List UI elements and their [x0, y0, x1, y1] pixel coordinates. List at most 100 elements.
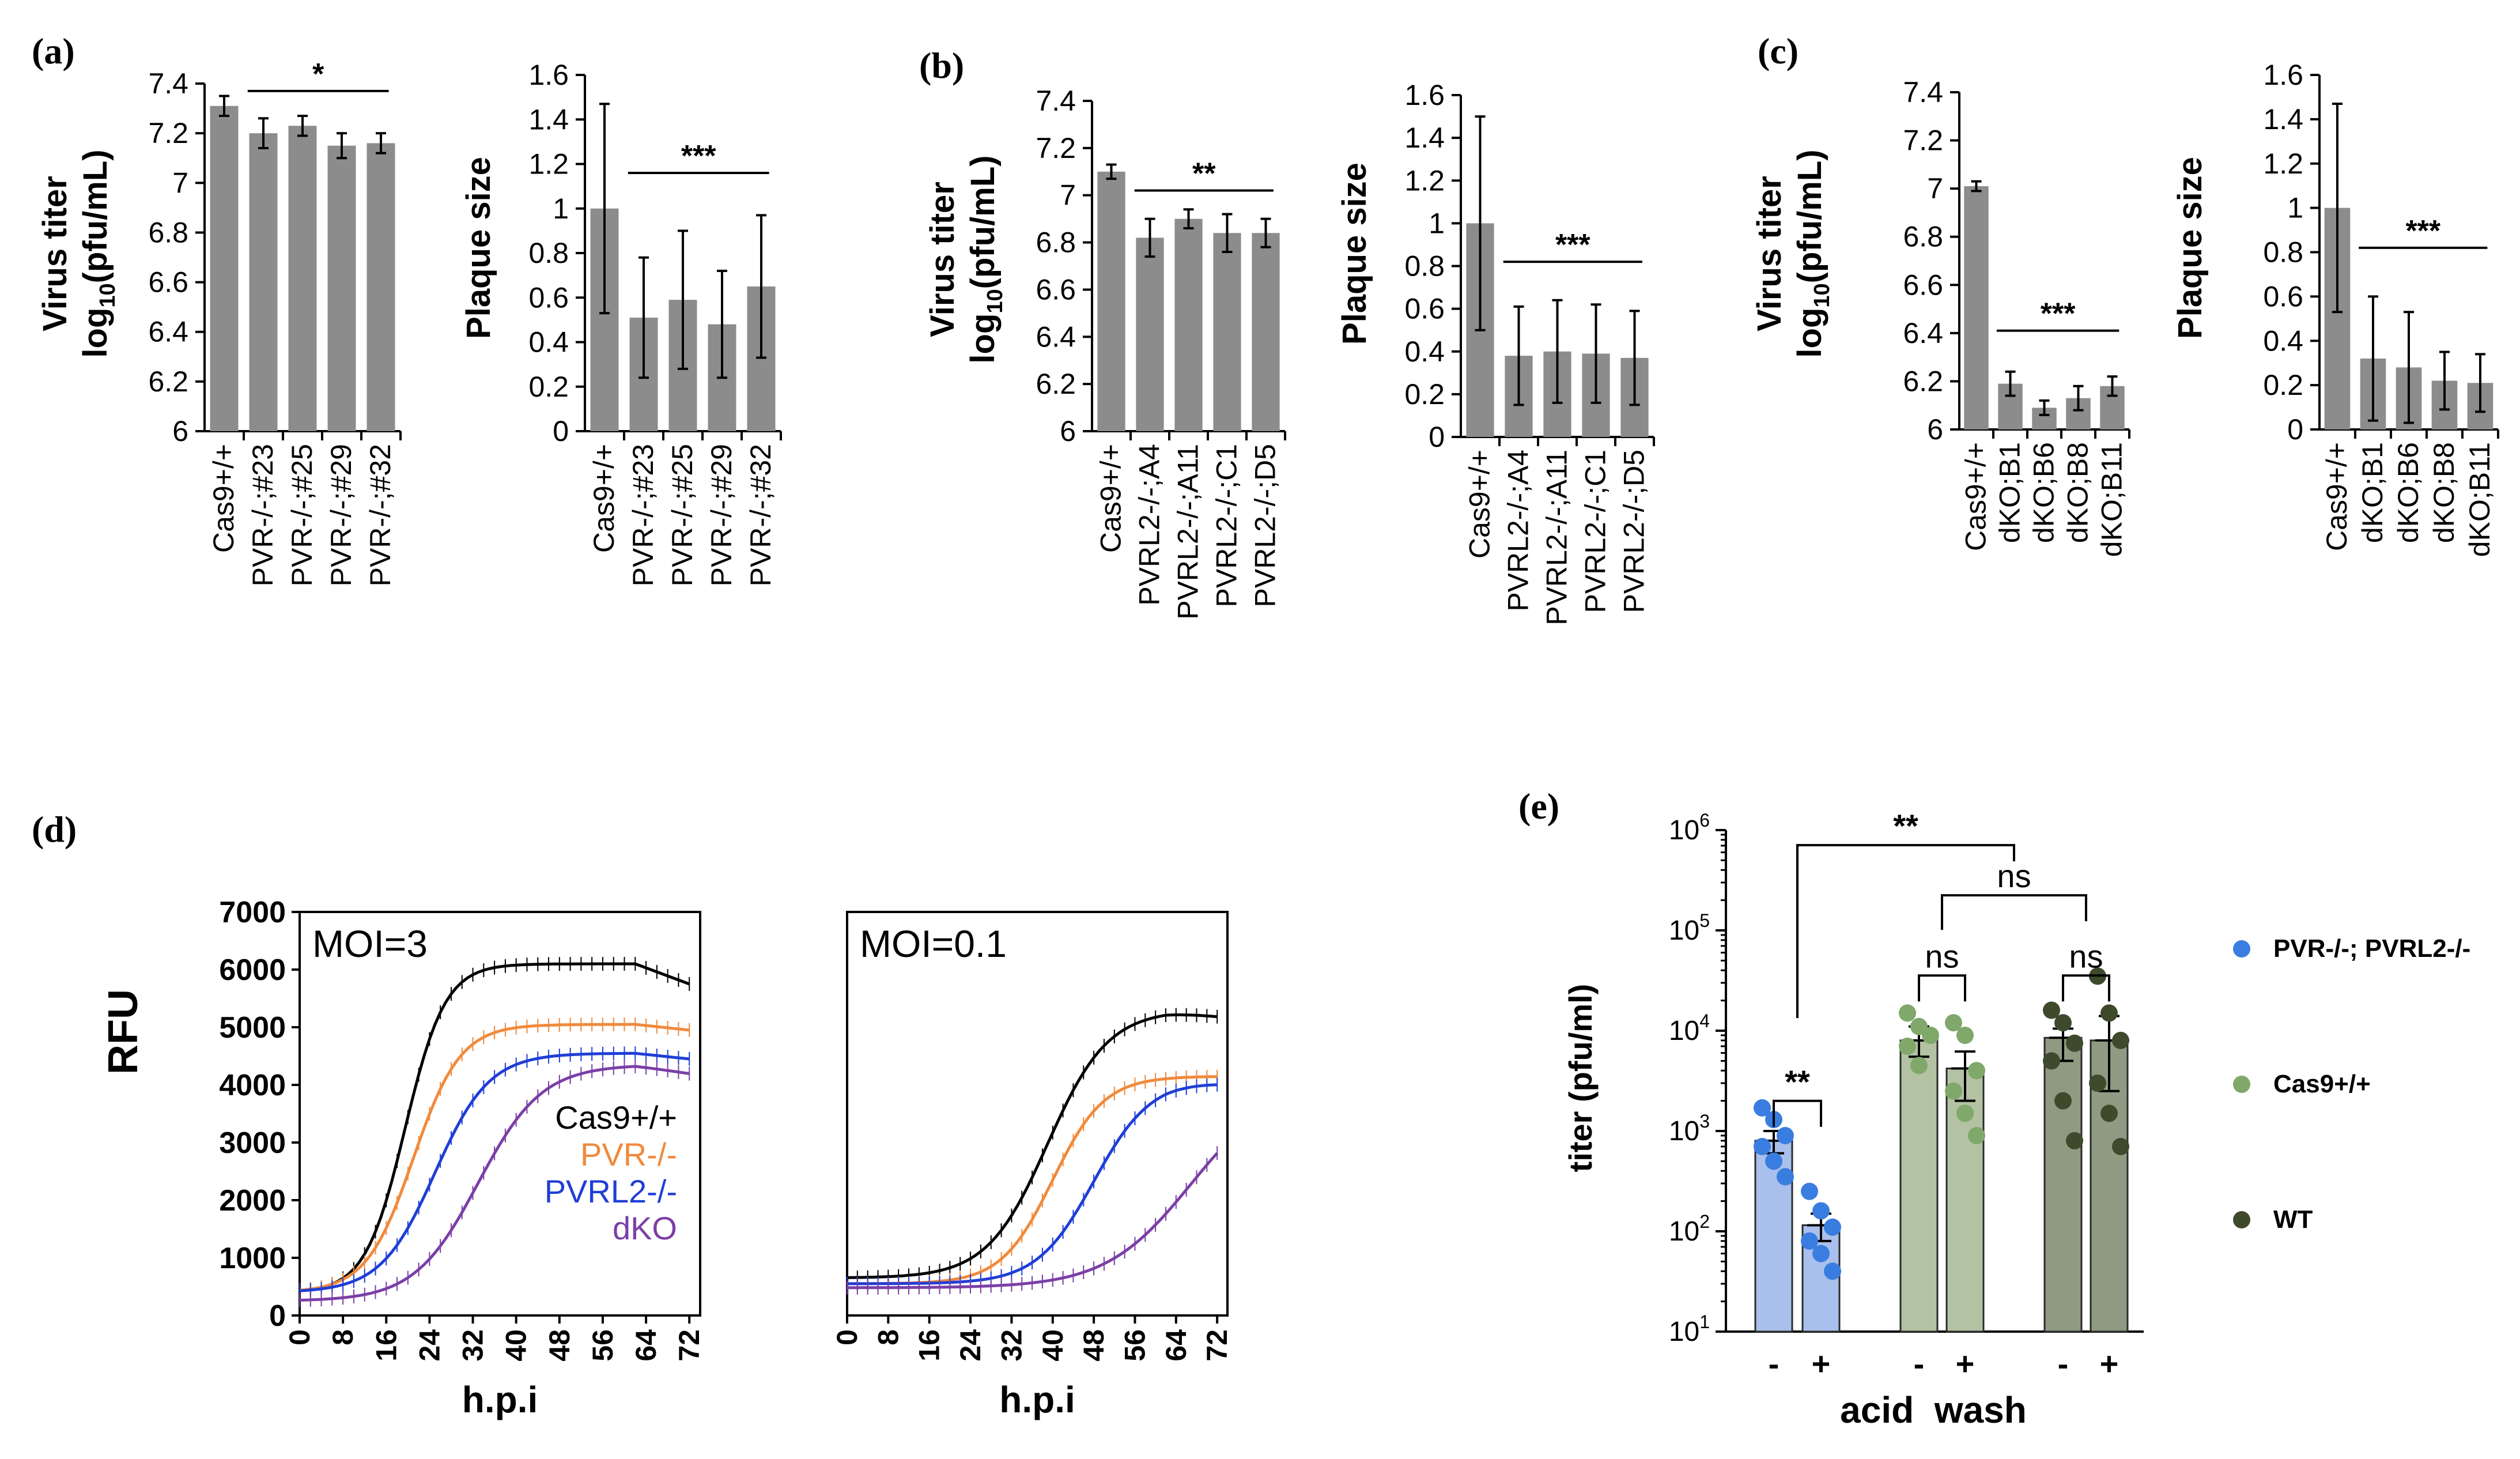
y-tick-label: 6.8 [1903, 221, 1943, 253]
y-tick-label: 1.4 [2263, 103, 2303, 135]
category-label: Cas9+/+ [1464, 450, 1496, 559]
x-tick-label: 64 [630, 1329, 662, 1362]
d-moi3-chart: 0 8 16 24 32 40 48 56 64 72h.p.i01000200030004000… [100, 896, 705, 1420]
y-tick-label: 1.6 [1404, 79, 1445, 111]
units-log: log [77, 308, 114, 358]
significance-label: *** [681, 140, 716, 173]
category-label: + [1956, 1345, 1975, 1382]
units-subscript: 10 [96, 283, 120, 307]
category-label: PVRL2-/-;A11 [1541, 450, 1573, 625]
y-tick-base: 10 [1669, 1116, 1699, 1147]
data-point [1968, 1062, 1985, 1080]
data-point [1824, 1262, 1841, 1280]
plot-frame [299, 911, 701, 1317]
category-label: PVR-/-;#29 [325, 444, 357, 586]
x-tick-label: 8 [872, 1329, 904, 1345]
x-tick-label: 48 [1078, 1329, 1110, 1362]
units-rest: (pfu/mL) [1791, 149, 1828, 283]
panel-label-c: (c) [1758, 31, 1799, 71]
y-tick-label: 7 [1927, 172, 1943, 205]
y-tick-label: 6.4 [1903, 317, 1943, 349]
y-axis-label: Plaque size [2171, 157, 2209, 339]
y-tick-label: 5000 [219, 1011, 286, 1045]
category-label: PVRL2-/-;A11 [1172, 444, 1204, 620]
data-point [1812, 1245, 1830, 1262]
legend-entry: PVRL2-/- [545, 1173, 677, 1209]
y-tick-exponent: 3 [1699, 1111, 1710, 1132]
y-tick-label: 1.2 [528, 148, 569, 180]
data-point [2112, 1137, 2129, 1155]
y-tick-label: 6000 [219, 953, 286, 987]
y-tick-label: 0 [1429, 421, 1445, 453]
bar [1097, 171, 1125, 431]
category-label: PVRL2-/-;C1 [1580, 450, 1612, 613]
category-label: PVR-/-;#25 [666, 444, 698, 586]
y-axis-label-units: log10(pfu/mL) [77, 149, 120, 357]
data-point [2054, 1014, 2072, 1032]
y-tick-label: 1 [2287, 192, 2303, 224]
x-tick-label: 32 [457, 1329, 489, 1362]
y-tick-label: 0 [2287, 413, 2303, 446]
y-tick-label: 0.2 [1404, 378, 1445, 410]
x-tick-label: 40 [500, 1329, 532, 1362]
y-tick-label: 1.4 [528, 103, 569, 135]
plot-frame [846, 911, 1229, 1317]
bar [367, 143, 395, 431]
data-point [1910, 1057, 1928, 1075]
data-point [1956, 1104, 1974, 1122]
comparison-label: ** [1893, 808, 1918, 844]
y-tick-label: 7.2 [1036, 132, 1076, 164]
y-tick-label: 105 [1669, 910, 1710, 946]
y-tick-label: 6 [172, 415, 188, 447]
y-tick-label: 0.8 [2263, 236, 2303, 269]
y-tick-label: 1.2 [2263, 148, 2303, 180]
y-tick-label: 6.6 [1903, 269, 1943, 301]
x-tick-label: 16 [913, 1329, 946, 1362]
data-point [1824, 1218, 1841, 1236]
data-point [1801, 1232, 1818, 1250]
data-point [2066, 1132, 2083, 1149]
category-label: dKO;B8 [2062, 442, 2094, 543]
y-tick-label: 7.2 [148, 117, 188, 149]
x-axis-label: h.p.i [462, 1379, 538, 1420]
a-plaque-chart: 0 0.2 0.4 0.6 0.8 1 1.2 1.4 1.6 Cas9+/+ PVR-/-;#23… [460, 59, 782, 586]
y-tick-base: 10 [1669, 1016, 1699, 1046]
y-tick-label: 7.4 [148, 67, 188, 100]
x-tick-label: 48 [543, 1329, 576, 1362]
significance-label: * [312, 58, 324, 91]
category-label: dKO;B6 [2028, 442, 2060, 543]
y-tick-label: 1 [553, 193, 569, 225]
legend-label: Cas9+/+ [2273, 1070, 2371, 1098]
comparison-label: ns [1925, 938, 1959, 974]
category-label: PVR-/-;#32 [364, 444, 396, 586]
legend-entry: PVR-/- [580, 1136, 677, 1173]
category-label: - [2058, 1345, 2069, 1382]
data-point [1777, 1168, 1794, 1186]
y-axis-label: Plaque size [460, 157, 497, 339]
y-tick-base: 10 [1669, 1317, 1699, 1347]
units-rest: (pfu/mL) [77, 149, 114, 283]
legend-label: WT [2273, 1205, 2313, 1234]
y-axis-label: Plaque size [1336, 163, 1373, 345]
y-tick-base: 10 [1669, 815, 1699, 846]
category-label: dKO;B11 [2464, 442, 2496, 557]
y-tick-label: 102 [1669, 1211, 1710, 1247]
bar [210, 105, 239, 431]
x-tick-label: 72 [1201, 1329, 1233, 1362]
x-tick-label: 24 [954, 1329, 987, 1362]
y-tick-label: 0.2 [2263, 369, 2303, 401]
y-tick-label: 4000 [219, 1069, 286, 1102]
category-label: PVR-/-;#32 [745, 444, 777, 586]
x-tick-label: 72 [673, 1329, 705, 1362]
bar [1964, 186, 1989, 429]
data-point [1899, 1037, 1916, 1055]
category-label: - [1769, 1345, 1780, 1382]
category-label: dKO;B1 [1994, 442, 2026, 543]
y-tick-label: 7 [1060, 179, 1076, 212]
category-label: PVRL2-/-;D5 [1618, 450, 1650, 613]
y-tick-label: 6.6 [1036, 273, 1076, 306]
y-tick-base: 10 [1669, 915, 1699, 946]
y-tick-label: 7.2 [1903, 125, 1943, 157]
